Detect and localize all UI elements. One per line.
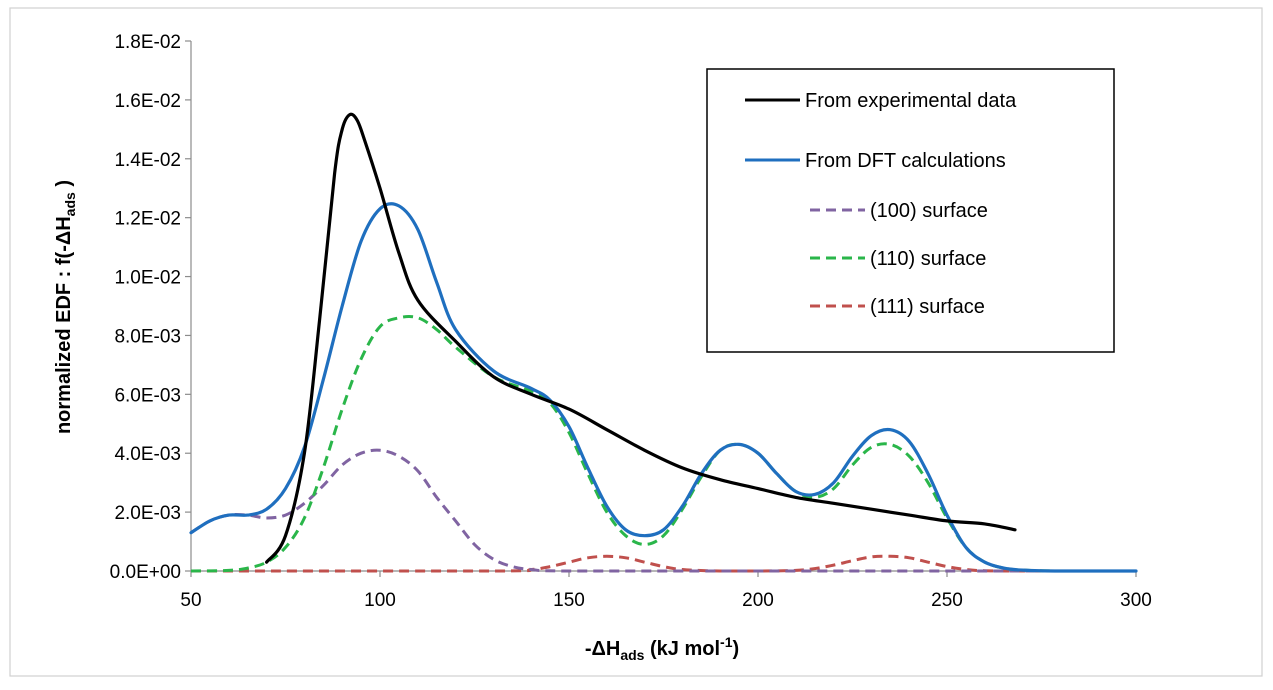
axes: 0.0E+00 2.0E-03 4.0E-03 6.0E-03 8.0E-03 1.0E-… [110,32,1152,611]
y-tick-label: 2.0E-03 [114,503,181,524]
x-tick-label: 250 [931,590,963,611]
series-layer [189,112,1138,573]
legend-label: From DFT calculations [805,150,1006,172]
x-title-main: -ΔH [585,638,620,660]
legend-box [706,68,1115,353]
legend-item-from-experimental-data: From experimental data [745,90,1017,112]
x-tick-label: 150 [553,590,585,611]
series-line-from-experimental-data [265,112,1017,564]
y-tick-label: 8.0E-03 [114,326,181,347]
y-tick-label: 0.0E+00 [110,562,181,583]
legend-label: From experimental data [805,90,1017,112]
series-line-from-dft-calculations [189,202,1138,573]
y-tick-label: 6.0E-03 [114,385,181,406]
y-tick-label: 1.8E-02 [114,32,181,53]
y-title-end: ) [53,180,75,192]
x-tick-label: 200 [742,590,774,611]
series-line-110-surface [190,314,1136,573]
x-tick-label: 100 [364,590,396,611]
y-axis-title: normalized EDF : f(-ΔHads ) [53,180,78,434]
series-line-100-surface [190,448,1136,573]
legend-item-110-surface: (110) surface [810,248,986,270]
x-axis-title: -ΔHads (kJ mol-1) [585,634,739,663]
y-tick-label: 1.6E-02 [114,91,181,112]
y-tick-label: 1.0E-02 [114,268,181,289]
x-tick-label: 50 [180,590,201,611]
x-tick-label: 300 [1120,590,1152,611]
legend: From experimental data From DFT calculati… [706,68,1115,353]
y-title-sub: ads [62,192,78,216]
x-title-sub: ads [620,647,644,663]
legend-item-100-surface: (100) surface [810,200,988,222]
legend-item-from-dft-calculations: From DFT calculations [745,150,1006,172]
y-tick-label: 1.2E-02 [114,209,181,230]
y-title-main: normalized EDF : f(-ΔH [53,216,75,434]
legend-label: (111) surface [870,296,985,318]
x-title-sup: -1 [720,634,733,650]
legend-item-111-surface: (111) surface [810,296,985,318]
legend-label: (110) surface [870,248,986,270]
y-tick-label: 4.0E-03 [114,444,181,465]
y-tick-label: 1.4E-02 [114,150,181,171]
x-title-tail: (kJ mol [644,638,720,660]
x-title-end: ) [732,638,739,660]
legend-label: (100) surface [870,200,988,222]
